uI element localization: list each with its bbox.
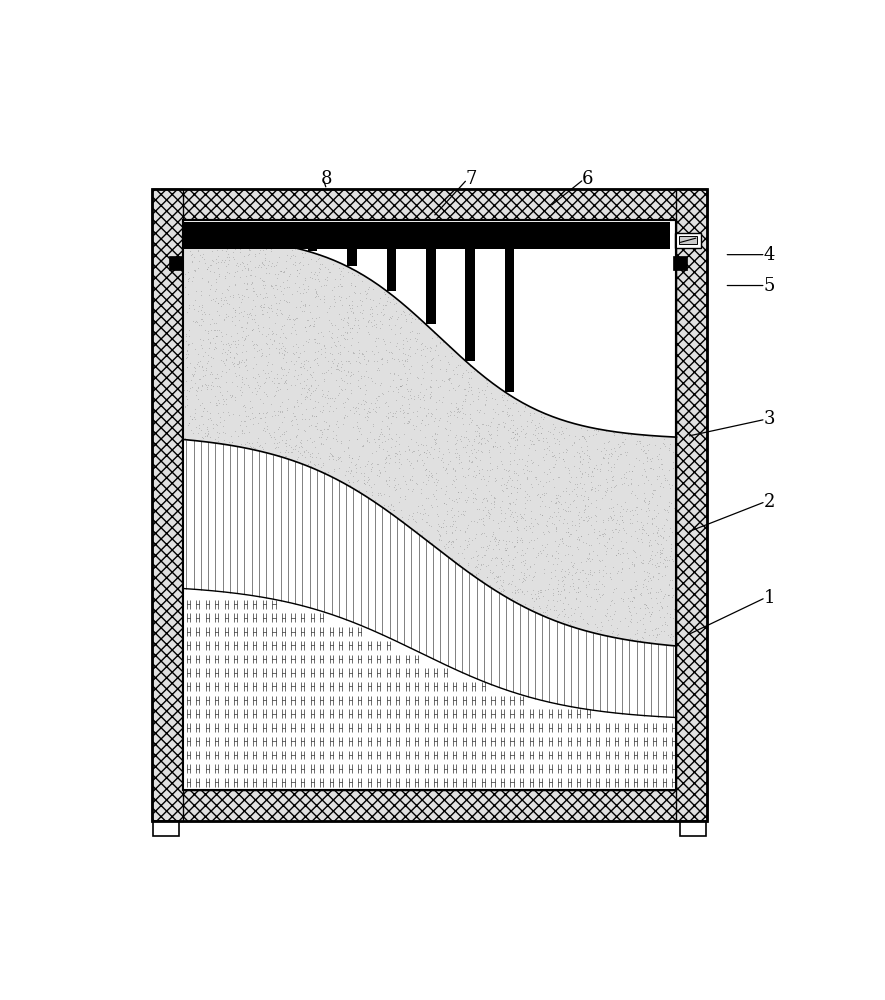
- Polygon shape: [152, 189, 182, 821]
- Bar: [680, 821, 706, 836]
- Polygon shape: [347, 249, 357, 266]
- Polygon shape: [387, 249, 396, 291]
- Polygon shape: [504, 249, 514, 392]
- Text: 7: 7: [465, 170, 476, 188]
- Polygon shape: [676, 189, 707, 821]
- Text: 2: 2: [764, 493, 774, 511]
- Bar: [679, 236, 697, 244]
- Polygon shape: [182, 588, 676, 790]
- Polygon shape: [189, 236, 199, 249]
- Text: 8: 8: [321, 170, 333, 188]
- Polygon shape: [152, 790, 707, 821]
- Polygon shape: [182, 439, 676, 718]
- Polygon shape: [229, 238, 238, 249]
- Polygon shape: [182, 220, 676, 790]
- Text: 3: 3: [764, 410, 774, 428]
- Text: 6: 6: [581, 170, 593, 188]
- Polygon shape: [169, 256, 182, 270]
- Polygon shape: [182, 222, 670, 249]
- Polygon shape: [308, 249, 318, 251]
- Polygon shape: [152, 189, 707, 220]
- Bar: [675, 233, 701, 248]
- Text: 4: 4: [764, 246, 774, 264]
- Text: 1: 1: [764, 589, 774, 607]
- Bar: [153, 821, 179, 836]
- Text: 5: 5: [764, 277, 774, 295]
- Polygon shape: [466, 249, 475, 361]
- Polygon shape: [426, 249, 435, 324]
- Polygon shape: [268, 243, 278, 249]
- Polygon shape: [673, 256, 687, 270]
- Polygon shape: [182, 236, 676, 646]
